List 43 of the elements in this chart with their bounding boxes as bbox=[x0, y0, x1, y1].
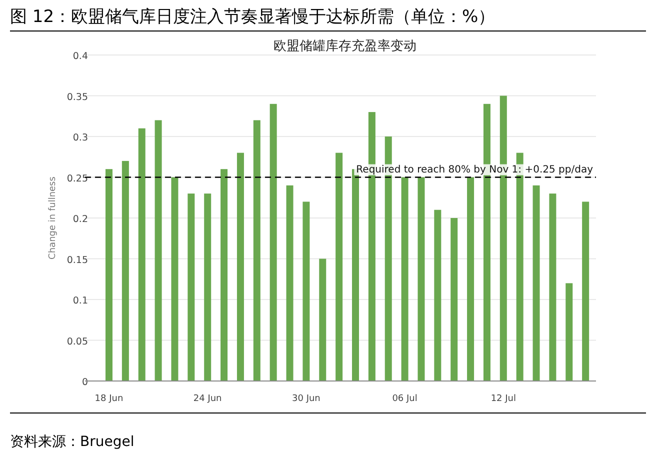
bar bbox=[220, 169, 228, 381]
bar bbox=[566, 283, 573, 381]
y-tick-label: 0.3 bbox=[72, 132, 88, 144]
bar bbox=[171, 177, 178, 381]
bar bbox=[532, 185, 540, 381]
y-tick-label: 0.35 bbox=[66, 92, 88, 103]
x-tick-label: 06 Jul bbox=[392, 394, 418, 404]
text: 资料来源：Bruegel bbox=[10, 434, 134, 450]
x-tick-label: 18 Jun bbox=[94, 394, 124, 404]
bar bbox=[549, 194, 556, 381]
x-tick-label: 24 Jun bbox=[193, 394, 222, 404]
bar bbox=[270, 104, 277, 381]
bar bbox=[236, 152, 244, 381]
bar bbox=[286, 185, 294, 381]
bar bbox=[138, 128, 146, 381]
bar bbox=[467, 177, 474, 381]
bar bbox=[188, 194, 195, 381]
y-tick-label: 0.1 bbox=[72, 296, 88, 306]
bar bbox=[582, 202, 590, 381]
y-tick-label: 0.25 bbox=[66, 173, 88, 184]
chart-title: 图 12：欧盟储气库日度注入节奏显著慢于达标所需（单位：%） bbox=[10, 7, 496, 27]
bar bbox=[319, 258, 326, 381]
x-tick-label: 30 Jun bbox=[292, 394, 320, 404]
bar bbox=[253, 120, 260, 381]
bar bbox=[106, 169, 112, 381]
bar bbox=[401, 177, 408, 381]
bar bbox=[450, 218, 458, 381]
x-tick-label: 12 Jul bbox=[490, 394, 516, 404]
y-tick-label: 0.4 bbox=[72, 51, 88, 62]
chart-subtitle: 欧盟储罐库存充盈率变动 bbox=[274, 38, 416, 54]
bar bbox=[302, 202, 310, 381]
bar bbox=[336, 152, 343, 381]
y-tick-label: 0.15 bbox=[66, 254, 88, 266]
bar bbox=[122, 160, 129, 381]
bar bbox=[204, 194, 212, 381]
y-tick-label: 0.2 bbox=[72, 214, 88, 225]
bar bbox=[418, 177, 425, 381]
y-tick-label: 0.05 bbox=[66, 336, 88, 348]
ref-line-label: Required to reach 80% by Nov 1: +0.25 pp/day bbox=[356, 164, 594, 176]
bar bbox=[352, 169, 359, 381]
bar bbox=[434, 210, 442, 381]
bar bbox=[154, 120, 162, 381]
y-axis-title: Change in fullness bbox=[48, 176, 58, 260]
